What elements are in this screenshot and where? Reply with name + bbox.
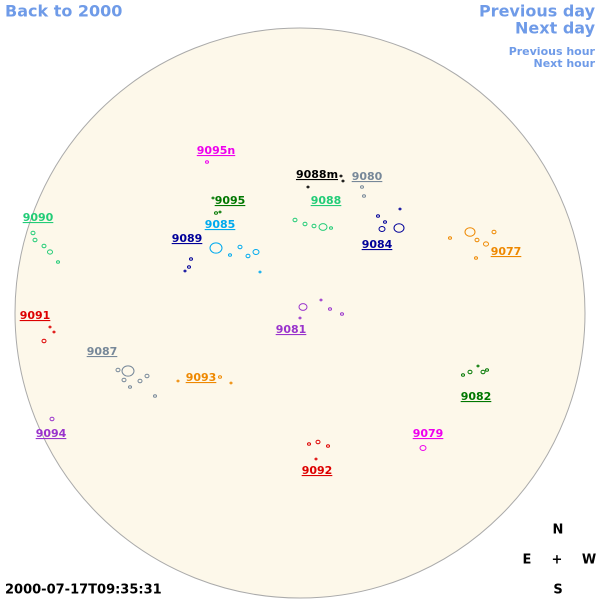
- sunspot: [137, 378, 143, 384]
- region-link[interactable]: 9093: [186, 371, 217, 384]
- sunspot: [362, 194, 366, 198]
- sunspot: [209, 242, 223, 254]
- sunspot: [311, 223, 317, 229]
- sunspot: [32, 237, 38, 243]
- sunspot: [419, 444, 427, 452]
- region-link[interactable]: 9080: [352, 170, 383, 183]
- region-link[interactable]: 9091: [20, 309, 51, 322]
- sunspot: [144, 373, 150, 379]
- region-link[interactable]: 9087: [87, 345, 118, 358]
- sunspot: [376, 214, 380, 218]
- sunspot: [211, 196, 215, 200]
- sunspot: [314, 457, 318, 461]
- sunspot: [218, 375, 222, 379]
- region-link[interactable]: 9089: [172, 232, 203, 245]
- sunspot: [464, 227, 476, 237]
- sunspot: [258, 270, 262, 274]
- sunspot: [229, 381, 233, 385]
- sunspot: [298, 316, 302, 320]
- sunspot: [48, 325, 52, 329]
- sunspot: [298, 303, 308, 311]
- sunspot: [491, 229, 497, 235]
- sunspot: [393, 223, 405, 233]
- sunspot: [398, 207, 402, 211]
- sunspot: [292, 217, 298, 223]
- region-link[interactable]: 9077: [491, 245, 522, 258]
- sunspot: [485, 368, 489, 372]
- sunspot: [318, 223, 328, 231]
- region-link[interactable]: 9095: [215, 194, 246, 207]
- sunspot: [474, 237, 480, 243]
- sunspot: [237, 244, 243, 250]
- sunspot: [474, 256, 478, 260]
- sunspot: [121, 377, 127, 383]
- sunspot: [307, 442, 311, 446]
- sunspot: [49, 416, 55, 422]
- sunspot: [383, 220, 387, 224]
- region-link[interactable]: 9084: [362, 238, 393, 251]
- solar-disk: [14, 27, 586, 599]
- sunspot: [228, 253, 232, 257]
- sunspot: [30, 230, 36, 236]
- sunspot: [360, 185, 364, 189]
- sunspot: [476, 364, 480, 368]
- compass-south: S: [553, 583, 562, 598]
- next-day-link[interactable]: Next day: [515, 19, 596, 38]
- sunspot: [176, 379, 180, 383]
- sunspot: [326, 444, 330, 448]
- sunspot: [461, 373, 465, 377]
- sunspot: [128, 385, 132, 389]
- region-link[interactable]: 9085: [205, 218, 236, 231]
- back-link[interactable]: Back to 2000: [5, 2, 122, 21]
- region-link[interactable]: 9079: [413, 427, 444, 440]
- sunspot: [467, 369, 473, 375]
- sunspot: [306, 185, 310, 189]
- sunspot: [121, 365, 135, 377]
- sunspot: [329, 226, 333, 230]
- region-link[interactable]: 9095n: [197, 144, 235, 157]
- sunspot: [378, 225, 386, 233]
- sunspot: [52, 330, 56, 334]
- previous-day-link[interactable]: Previous day: [479, 2, 596, 21]
- sunspot: [56, 260, 60, 264]
- sunspot: [341, 179, 345, 183]
- sunspot: [315, 439, 321, 445]
- sunspot: [302, 221, 308, 227]
- region-link[interactable]: 9092: [302, 464, 333, 477]
- sunspot: [218, 210, 222, 214]
- sunspot: [340, 312, 344, 316]
- region-link[interactable]: 9081: [276, 323, 307, 336]
- sunspot: [448, 236, 452, 240]
- sunspot: [339, 174, 343, 178]
- region-link[interactable]: 9088: [311, 194, 342, 207]
- region-link[interactable]: 9090: [23, 211, 54, 224]
- region-link[interactable]: 9082: [461, 390, 492, 403]
- sunspot: [41, 338, 47, 344]
- sunspot: [245, 253, 251, 259]
- sunspot: [214, 211, 218, 215]
- sunspot: [483, 241, 489, 247]
- sunspot: [328, 307, 332, 311]
- sunspot: [153, 394, 157, 398]
- compass-west: W: [582, 553, 596, 568]
- sunspot: [187, 265, 191, 269]
- compass-center: +: [552, 553, 563, 568]
- previous-hour-link[interactable]: Previous hour: [509, 45, 596, 58]
- sunspot: [205, 160, 209, 164]
- sunspot: [480, 369, 486, 375]
- region-link[interactable]: 9088m: [296, 168, 338, 181]
- next-hour-link[interactable]: Next hour: [534, 57, 596, 70]
- timestamp: 2000-07-17T09:35:31: [5, 583, 162, 598]
- compass-east: E: [523, 553, 532, 568]
- sunspot: [319, 298, 323, 302]
- sunspot: [183, 269, 187, 273]
- sunspot: [41, 243, 47, 249]
- sunspot: [47, 249, 53, 255]
- sunspot: [189, 257, 193, 261]
- sunspot: [252, 248, 260, 256]
- sunspot: [115, 367, 121, 373]
- compass-north: N: [553, 523, 564, 538]
- region-link[interactable]: 9094: [36, 427, 67, 440]
